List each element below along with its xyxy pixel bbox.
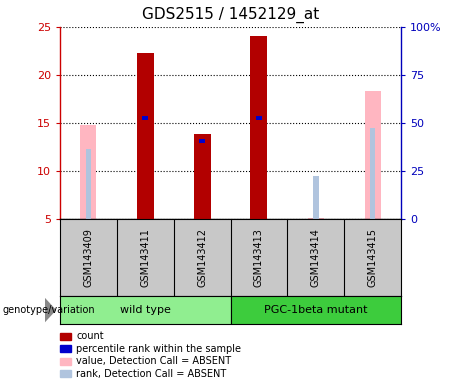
Bar: [308, 218, 324, 219]
Text: GSM143409: GSM143409: [83, 228, 94, 287]
Text: GSM143415: GSM143415: [367, 228, 378, 287]
Text: GSM143413: GSM143413: [254, 228, 264, 287]
Bar: [60, 358, 71, 365]
Bar: [199, 139, 205, 143]
Text: count: count: [76, 331, 104, 341]
Bar: [60, 371, 71, 377]
Bar: [250, 36, 267, 219]
Bar: [80, 125, 96, 219]
Bar: [256, 116, 262, 120]
Text: GSM143411: GSM143411: [140, 228, 150, 287]
Text: GSM143414: GSM143414: [311, 228, 321, 287]
Polygon shape: [45, 298, 56, 323]
Text: genotype/variation: genotype/variation: [2, 305, 95, 315]
Bar: [313, 176, 319, 219]
Bar: [60, 296, 230, 324]
Bar: [370, 127, 375, 219]
Text: GSM143412: GSM143412: [197, 228, 207, 287]
Title: GDS2515 / 1452129_at: GDS2515 / 1452129_at: [142, 7, 319, 23]
Bar: [230, 296, 401, 324]
Text: percentile rank within the sample: percentile rank within the sample: [76, 344, 241, 354]
Bar: [60, 346, 71, 353]
Bar: [60, 333, 71, 340]
Text: wild type: wild type: [120, 305, 171, 315]
Bar: [194, 134, 211, 219]
Bar: [142, 116, 148, 120]
Bar: [136, 53, 154, 219]
Bar: [86, 149, 91, 219]
Text: value, Detection Call = ABSENT: value, Detection Call = ABSENT: [76, 356, 231, 366]
Text: rank, Detection Call = ABSENT: rank, Detection Call = ABSENT: [76, 369, 226, 379]
Bar: [365, 91, 381, 219]
Text: PGC-1beta mutant: PGC-1beta mutant: [264, 305, 367, 315]
